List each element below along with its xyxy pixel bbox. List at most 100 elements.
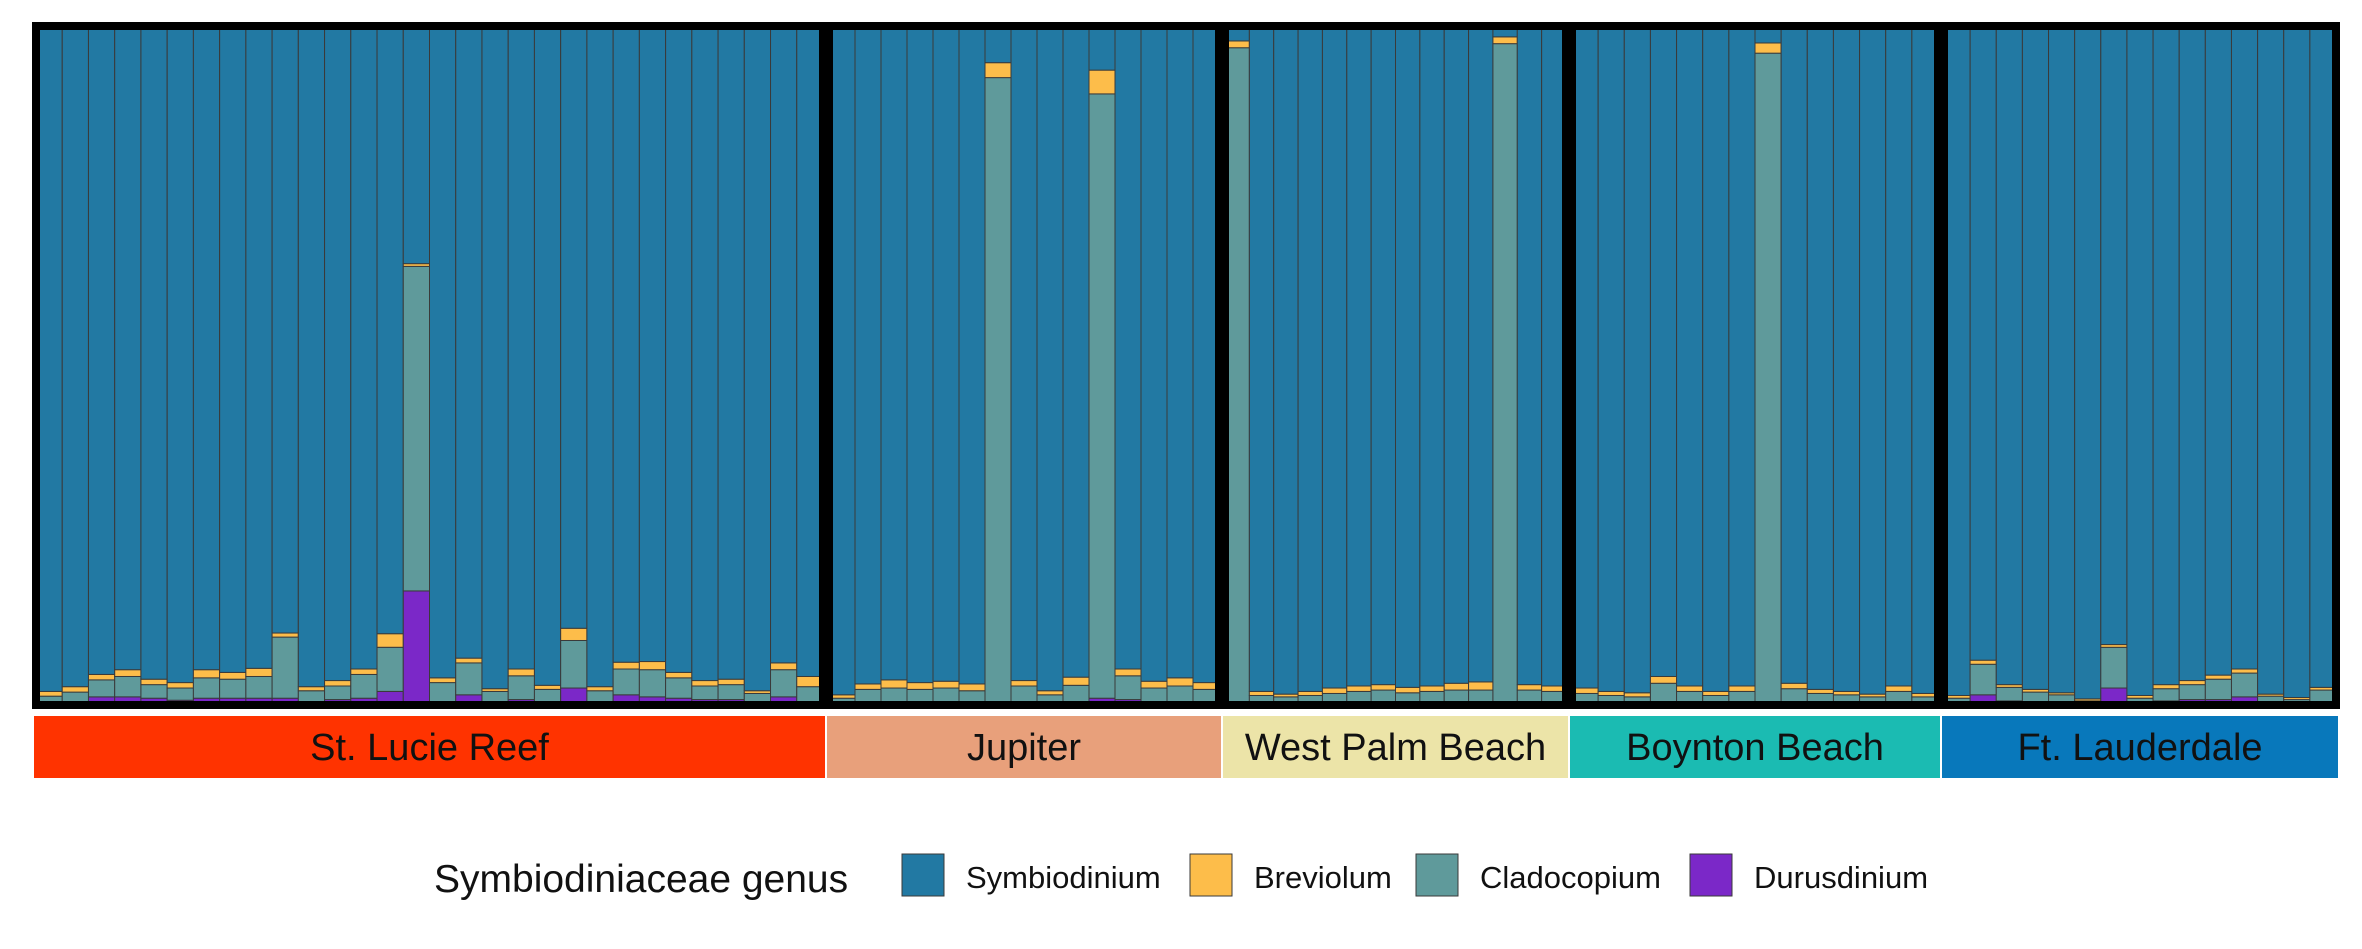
bar-segment-breviolum xyxy=(1166,677,1194,687)
bar-segment-breviolum xyxy=(1702,690,1730,696)
bar-segment-cladocopium xyxy=(297,690,326,703)
bar-segment-symbiodinium xyxy=(958,25,986,685)
bar-segment-symbiodinium xyxy=(1859,25,1887,695)
bar-segment-cladocopium xyxy=(402,265,430,592)
bar-segment-symbiodinium xyxy=(1010,25,1038,682)
bar-segment-cladocopium xyxy=(717,684,745,701)
bar-segment-symbiodinium xyxy=(743,25,772,692)
bar-segment-breviolum xyxy=(2230,668,2259,674)
bar-segment-cladocopium xyxy=(2178,684,2206,701)
bar-segment-cladocopium xyxy=(507,675,535,701)
bar-segment-symbiodinium xyxy=(1248,25,1275,692)
legend: Symbiodiniaceae genus Symbiodinium Breviol… xyxy=(434,853,1928,901)
bar-segment-breviolum xyxy=(1623,692,1651,698)
bar-segment-cladocopium xyxy=(1969,663,1997,696)
bar-segment-cladocopium xyxy=(586,690,614,703)
panel-border xyxy=(825,22,1223,709)
bar-segment-symbiodinium xyxy=(87,25,116,675)
bar-segment-breviolum xyxy=(1649,675,1678,684)
bar-segment-breviolum xyxy=(612,661,640,670)
bar-segment-symbiodinium xyxy=(1297,25,1323,692)
bar-segment-symbiodinium xyxy=(166,25,194,684)
bar-segment-breviolum xyxy=(1419,685,1445,692)
bar-segment-symbiodinium xyxy=(1321,25,1348,689)
bar-segment-symbiodinium xyxy=(402,25,430,265)
bar-segment-cladocopium xyxy=(87,679,116,698)
site-label: West Palm Beach xyxy=(1245,727,1546,769)
bar-segment-cladocopium xyxy=(140,684,168,699)
bar-segment-cladocopium xyxy=(1114,675,1142,701)
site-strips: St. Lucie Reef Jupiter West Palm Beach Boyn… xyxy=(34,716,2338,778)
bar-segment-cladocopium xyxy=(906,688,934,704)
bar-segment-breviolum xyxy=(87,673,116,681)
bar-segment-breviolum xyxy=(1062,676,1090,686)
bar-segment-breviolum xyxy=(1754,42,1782,54)
bar-segment-cladocopium xyxy=(1166,685,1194,704)
site-label: Boynton Beach xyxy=(1626,727,1884,769)
bar-segment-breviolum xyxy=(376,633,404,648)
bar-segment-breviolum xyxy=(1597,690,1625,696)
panel-1 xyxy=(32,22,827,709)
bar-segment-breviolum xyxy=(1010,680,1038,687)
bar-segment-breviolum xyxy=(245,667,273,677)
bar-segment-symbiodinium xyxy=(481,25,509,690)
bar-segment-breviolum xyxy=(1395,686,1421,694)
bar-segment-cladocopium xyxy=(612,668,640,696)
bar-segment-symbiodinium xyxy=(2204,25,2232,676)
bar-segment-cladocopium xyxy=(1088,93,1116,699)
bar-segment-breviolum xyxy=(2178,680,2206,686)
bar-segment-symbiodinium xyxy=(192,25,221,671)
bar-segment-symbiodinium xyxy=(2048,25,2076,694)
bar-segment-cladocopium xyxy=(324,685,352,701)
bar-segment-symbiodinium xyxy=(1443,25,1470,684)
bar-segment-symbiodinium xyxy=(691,25,719,682)
bar-segment-breviolum xyxy=(1492,36,1518,45)
bar-segment-breviolum xyxy=(61,686,89,693)
bar-segment-breviolum xyxy=(1885,685,1913,692)
panel-border xyxy=(1568,22,1942,709)
bar-segment-symbiodinium xyxy=(324,25,352,682)
bar-segment-cladocopium xyxy=(219,678,247,699)
site-strip-fill xyxy=(34,716,825,778)
bar-segment-cladocopium xyxy=(1649,682,1678,705)
bar-segment-breviolum xyxy=(297,686,326,692)
bar-segment-breviolum xyxy=(560,627,588,641)
bar-segment-symbiodinium xyxy=(1468,25,1494,683)
bar-segment-cladocopium xyxy=(2152,688,2180,702)
bar-segment-breviolum xyxy=(1516,684,1543,691)
bar-segment-cladocopium xyxy=(455,662,483,696)
bar-segment-symbiodinium xyxy=(140,25,168,680)
bar-segment-breviolum xyxy=(533,684,562,690)
bar-segment-symbiodinium xyxy=(1088,25,1116,71)
bar-segment-symbiodinium xyxy=(2230,25,2259,670)
bar-segment-symbiodinium xyxy=(1885,25,1913,687)
legend-swatch xyxy=(901,853,945,897)
bar-segment-symbiodinium xyxy=(2309,25,2337,688)
bar-segment-symbiodinium xyxy=(880,25,908,681)
bar-segment-cladocopium xyxy=(1010,685,1038,704)
panel-border xyxy=(1940,22,2340,709)
bar-segment-breviolum xyxy=(691,680,719,687)
legend-entry-symbiodinium: Symbiodinium xyxy=(901,853,1161,897)
bar-segment-breviolum xyxy=(2152,684,2180,690)
bar-segment-symbiodinium xyxy=(1597,25,1625,692)
bar-segment-symbiodinium xyxy=(1832,25,1861,692)
bar-segment-cladocopium xyxy=(166,687,194,701)
bar-segment-cladocopium xyxy=(560,640,588,689)
panel-4 xyxy=(1568,22,1942,709)
bar-segment-symbiodinium xyxy=(770,25,798,664)
bar-segment-symbiodinium xyxy=(1649,25,1678,677)
bar-segment-symbiodinium xyxy=(1062,25,1090,678)
bar-segment-breviolum xyxy=(271,632,299,638)
legend-label: Breviolum xyxy=(1254,860,1392,895)
panel-3 xyxy=(1221,22,1570,709)
bar-segment-cladocopium xyxy=(245,675,273,699)
bar-segment-symbiodinium xyxy=(1541,25,1567,687)
legend-label: Durusdinium xyxy=(1754,860,1928,895)
bar-segment-cladocopium xyxy=(2021,691,2050,703)
bar-segment-symbiodinium xyxy=(533,25,562,686)
bar-segment-symbiodinium xyxy=(35,25,63,692)
bar-segment-symbiodinium xyxy=(2152,25,2180,686)
bar-segment-cladocopium xyxy=(932,687,960,704)
